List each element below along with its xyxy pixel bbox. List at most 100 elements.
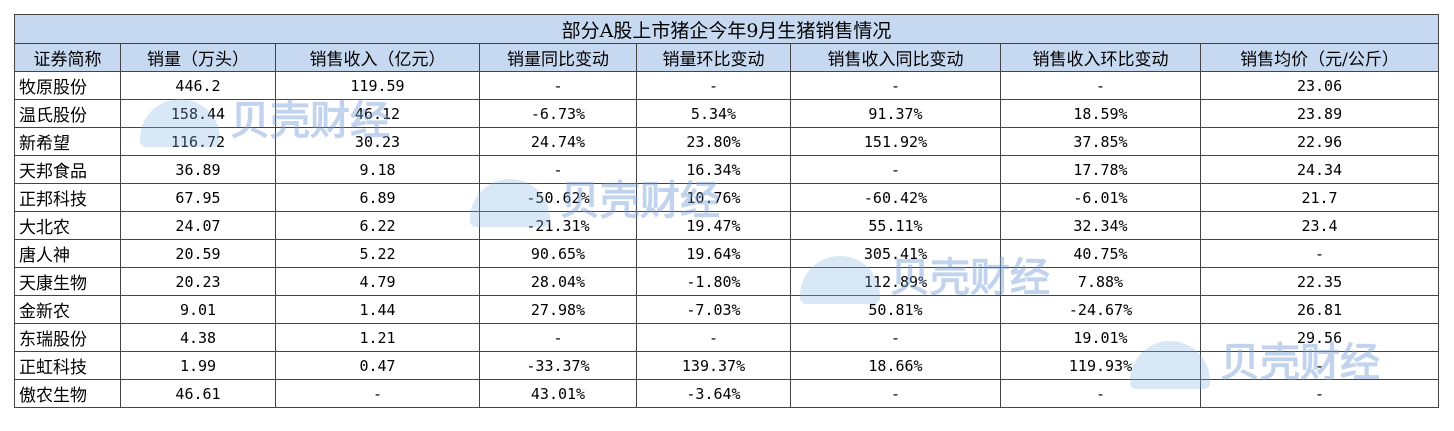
- value-cell: 24.74%: [479, 127, 637, 156]
- value-cell: 20.59: [120, 239, 276, 268]
- value-cell: 6.89: [275, 183, 480, 212]
- value-cell: -: [479, 323, 637, 352]
- value-cell: 91.37%: [790, 99, 1001, 128]
- value-cell: 19.47%: [636, 211, 791, 240]
- value-cell: 20.23: [120, 267, 276, 296]
- table-row: 东瑞股份 4.38 1.21- - -19.01% 29.56: [14, 323, 1440, 352]
- value-cell: 112.89%: [790, 267, 1001, 296]
- company-cell: 唐人神: [14, 239, 121, 268]
- company-cell: 新希望: [14, 127, 121, 156]
- value-cell: -: [790, 71, 1001, 100]
- value-cell: -: [790, 323, 1001, 352]
- value-cell: 158.44: [120, 99, 276, 128]
- value-cell: -33.37%: [479, 351, 637, 380]
- value-cell: 21.7: [1199, 183, 1440, 212]
- value-cell: 19.64%: [636, 239, 791, 268]
- header-cell: 销售收入同比变动: [790, 43, 1001, 72]
- value-cell: 23.80%: [636, 127, 791, 156]
- value-cell: 1.99: [120, 351, 276, 380]
- value-cell: -: [479, 71, 637, 100]
- value-cell: 40.75%: [1000, 239, 1201, 268]
- value-cell: 17.78%: [1000, 155, 1201, 184]
- value-cell: 24.34: [1199, 155, 1440, 184]
- table-row: 大北农 24.07 6.22 -21.31% 19.47% 55.11% 32.34% 23.…: [14, 211, 1440, 240]
- table-body: 牧原股份 446.2 119.59- - - -23.06 温氏股份 158.44 46.12-…: [14, 71, 1440, 408]
- table-row: 正邦科技 67.95 6.89 -50.62% 10.76% -60.42% -6.01% 2…: [14, 183, 1440, 212]
- sales-table: 部分A股上市猪企今年9月生猪销售情况 证券简称 销量（万头） 销售收入（亿元） 销量同…: [13, 14, 1440, 408]
- value-cell: -: [1000, 71, 1201, 100]
- company-cell: 金新农: [14, 295, 121, 324]
- header-cell: 销量环比变动: [636, 43, 791, 72]
- value-cell: 119.93%: [1000, 351, 1201, 380]
- value-cell: 139.37%: [636, 351, 791, 380]
- value-cell: 46.12: [275, 99, 480, 128]
- value-cell: -6.01%: [1000, 183, 1201, 212]
- value-cell: -: [636, 323, 791, 352]
- value-cell: -3.64%: [636, 379, 791, 408]
- value-cell: -: [790, 155, 1001, 184]
- value-cell: 1.44: [275, 295, 480, 324]
- value-cell: 446.2: [120, 71, 276, 100]
- value-cell: 28.04%: [479, 267, 637, 296]
- value-cell: -: [1199, 351, 1440, 380]
- value-cell: -21.31%: [479, 211, 637, 240]
- header-cell: 销售收入（亿元）: [275, 43, 480, 72]
- company-cell: 天康生物: [14, 267, 121, 296]
- value-cell: 116.72: [120, 127, 276, 156]
- value-cell: -1.80%: [636, 267, 791, 296]
- value-cell: -: [1000, 379, 1201, 408]
- header-cell: 销售均价（元/公斤）: [1199, 43, 1440, 72]
- company-cell: 傲农生物: [14, 379, 121, 408]
- value-cell: 4.79: [275, 267, 480, 296]
- value-cell: 22.96: [1199, 127, 1440, 156]
- value-cell: -: [1199, 379, 1440, 408]
- value-cell: 46.61: [120, 379, 276, 408]
- value-cell: 26.81: [1199, 295, 1440, 324]
- value-cell: 24.07: [120, 211, 276, 240]
- value-cell: 30.23: [275, 127, 480, 156]
- value-cell: -50.62%: [479, 183, 637, 212]
- value-cell: 18.59%: [1000, 99, 1201, 128]
- header-cell: 销量（万头）: [120, 43, 276, 72]
- value-cell: 119.59: [275, 71, 480, 100]
- value-cell: 55.11%: [790, 211, 1001, 240]
- value-cell: 10.76%: [636, 183, 791, 212]
- value-cell: -60.42%: [790, 183, 1001, 212]
- value-cell: 67.95: [120, 183, 276, 212]
- company-cell: 正邦科技: [14, 183, 121, 212]
- company-cell: 大北农: [14, 211, 121, 240]
- value-cell: 5.22: [275, 239, 480, 268]
- value-cell: 32.34%: [1000, 211, 1201, 240]
- value-cell: 36.89: [120, 155, 276, 184]
- table-row: 牧原股份 446.2 119.59- - - -23.06: [14, 71, 1440, 100]
- value-cell: 18.66%: [790, 351, 1001, 380]
- company-cell: 温氏股份: [14, 99, 121, 128]
- table-row: 天康生物 20.23 4.79 28.04% -1.80% 112.89% 7.88% 22.…: [14, 267, 1440, 296]
- value-cell: 1.21: [275, 323, 480, 352]
- table-row: 天邦食品 36.89 9.18-16.34% -17.78% 24.34: [14, 155, 1440, 184]
- header-cell: 销售收入环比变动: [1000, 43, 1201, 72]
- header-row: 证券简称 销量（万头） 销售收入（亿元） 销量同比变动 销量环比变动 销售收入同比变动 销售…: [14, 43, 1440, 72]
- value-cell: -: [275, 379, 480, 408]
- value-cell: 19.01%: [1000, 323, 1201, 352]
- value-cell: 22.35: [1199, 267, 1440, 296]
- table-row: 新希望 116.72 30.23 24.74% 23.80% 151.92% 37.85% 2…: [14, 127, 1440, 156]
- company-cell: 天邦食品: [14, 155, 121, 184]
- value-cell: -: [790, 379, 1001, 408]
- table-row: 唐人神 20.59 5.22 90.65% 19.64% 305.41% 40.75% -: [14, 239, 1440, 268]
- value-cell: 43.01%: [479, 379, 637, 408]
- header-cell: 销量同比变动: [479, 43, 637, 72]
- value-cell: -: [1199, 239, 1440, 268]
- value-cell: 29.56: [1199, 323, 1440, 352]
- value-cell: 0.47: [275, 351, 480, 380]
- value-cell: 23.06: [1199, 71, 1440, 100]
- table-row: 正虹科技 1.99 0.47 -33.37% 139.37% 18.66% 119.93% -: [14, 351, 1440, 380]
- value-cell: 50.81%: [790, 295, 1001, 324]
- value-cell: -24.67%: [1000, 295, 1201, 324]
- value-cell: 23.4: [1199, 211, 1440, 240]
- value-cell: -7.03%: [636, 295, 791, 324]
- value-cell: 16.34%: [636, 155, 791, 184]
- table-row: 温氏股份 158.44 46.12 -6.73% 5.34% 91.37% 18.59% 23…: [14, 99, 1440, 128]
- value-cell: 305.41%: [790, 239, 1001, 268]
